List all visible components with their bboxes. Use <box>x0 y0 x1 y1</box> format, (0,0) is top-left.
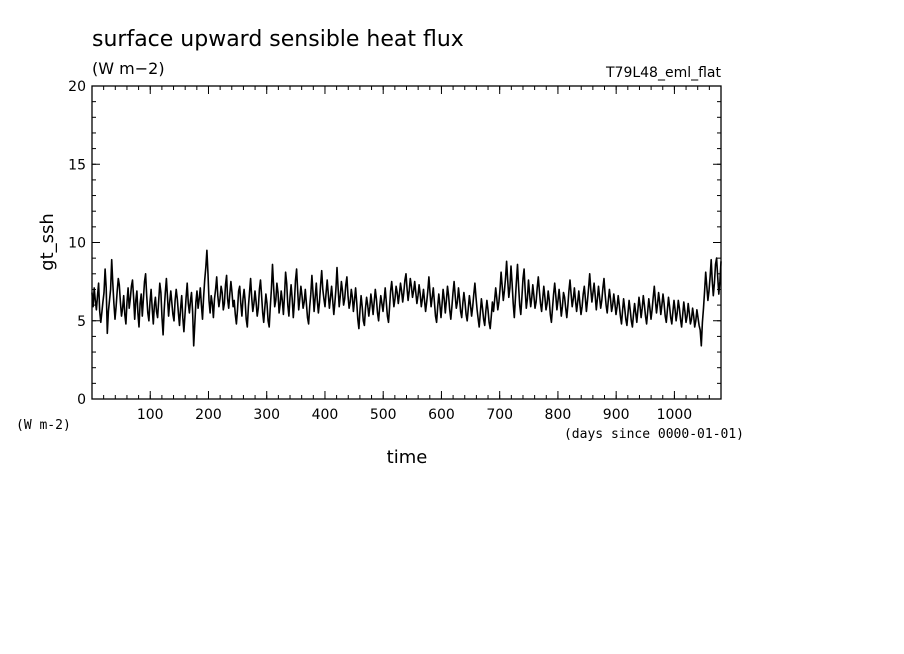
x-tick-label: 400 <box>312 407 339 423</box>
y-axis-units: (W m-2) <box>16 418 71 433</box>
chart-title: surface upward sensible heat flux <box>92 27 464 52</box>
y-tick-label: 15 <box>68 157 86 173</box>
y-tick-label: 0 <box>77 392 86 408</box>
axis-ticks <box>92 85 721 400</box>
y-axis-label: gt_ssh <box>37 213 58 271</box>
y-tick-label: 20 <box>68 79 86 95</box>
x-tick-label: 500 <box>370 407 397 423</box>
x-tick-label: 300 <box>253 407 280 423</box>
x-tick-label: 900 <box>603 407 630 423</box>
x-tick-label: 100 <box>137 407 164 423</box>
x-tick-label: 200 <box>195 407 222 423</box>
x-axis-units: (days since 0000-01-01) <box>564 427 744 442</box>
x-tick-label: 800 <box>545 407 572 423</box>
x-tick-label: 700 <box>486 407 513 423</box>
experiment-label: T79L48_eml_flat <box>605 65 722 81</box>
x-tick-label: 1000 <box>657 407 693 423</box>
x-axis-label: time <box>387 447 428 468</box>
y-tick-label: 10 <box>68 236 86 252</box>
x-tick-label: 600 <box>428 407 455 423</box>
series-line <box>91 249 722 347</box>
chart-subtitle: (W m−2) <box>92 59 165 78</box>
axis-tick-labels: 100 200 300 400 500 600 700 800 900 1000 0 5 10 15 20 <box>68 79 692 423</box>
y-tick-label: 5 <box>77 314 86 330</box>
plot-frame <box>91 85 722 400</box>
